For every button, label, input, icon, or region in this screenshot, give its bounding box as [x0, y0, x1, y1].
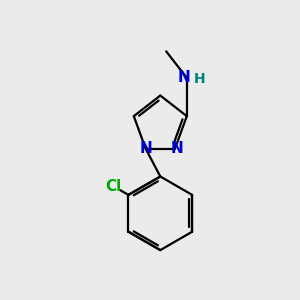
- Text: N: N: [178, 70, 190, 86]
- Text: N: N: [139, 141, 152, 156]
- Text: Cl: Cl: [105, 178, 121, 194]
- Text: N: N: [170, 141, 183, 156]
- Text: H: H: [194, 72, 205, 86]
